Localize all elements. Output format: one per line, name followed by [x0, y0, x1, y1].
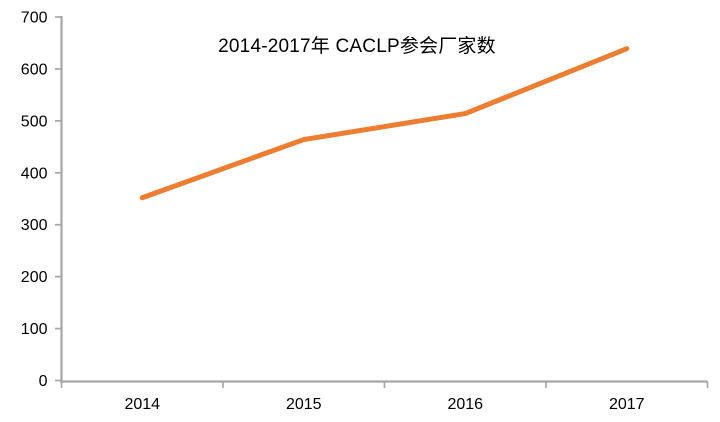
data-line	[139, 46, 630, 201]
x-tick-label: 2017	[609, 396, 645, 413]
y-tick-label: 100	[21, 321, 48, 338]
x-tick-label: 2014	[124, 396, 160, 413]
y-tick-label: 300	[21, 217, 48, 234]
y-tick-label: 700	[21, 10, 48, 27]
y-tick-label: 0	[39, 373, 48, 390]
y-tick-label: 600	[21, 61, 48, 78]
y-tick-label: 500	[21, 113, 48, 130]
y-tick-label: 200	[21, 269, 48, 286]
y-tick-label: 400	[21, 165, 48, 182]
x-tick-label: 2016	[447, 396, 483, 413]
x-tick-label: 2015	[286, 396, 322, 413]
